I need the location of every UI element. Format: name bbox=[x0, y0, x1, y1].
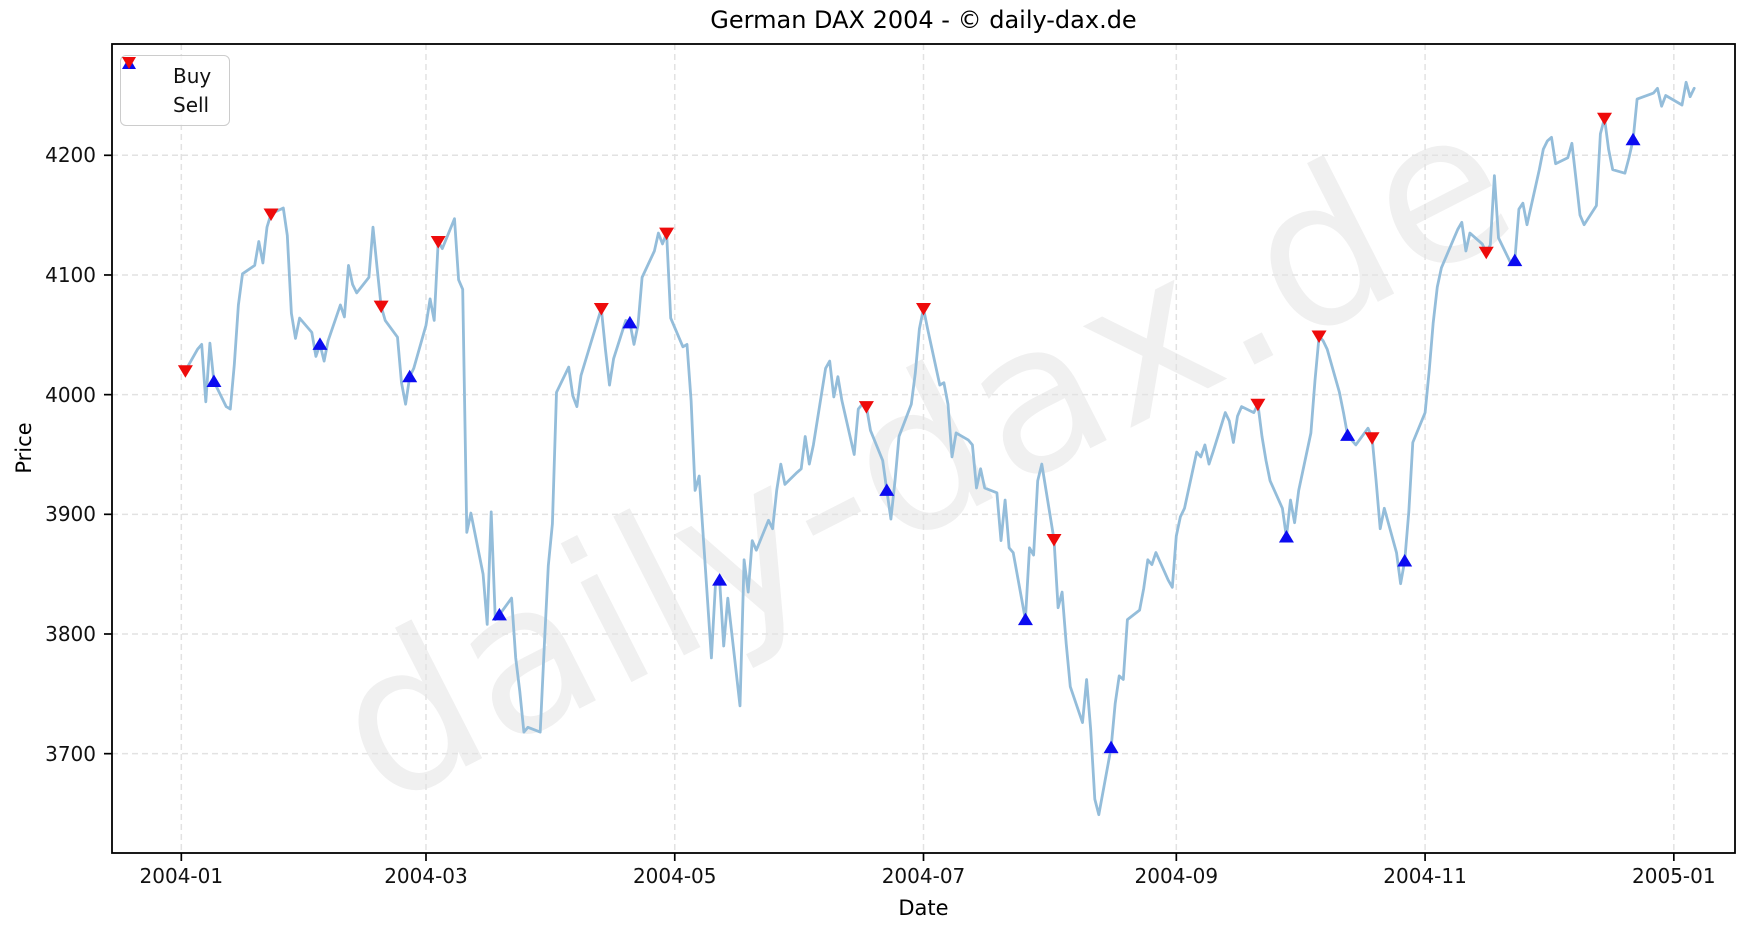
y-tick-label: 4200 bbox=[45, 143, 96, 168]
sell-marker bbox=[1597, 112, 1613, 126]
y-tick-label: 3700 bbox=[45, 741, 96, 766]
buy-marker bbox=[879, 483, 895, 496]
sell-marker bbox=[858, 401, 874, 414]
x-tick-label: 2005-01 bbox=[1632, 864, 1716, 888]
price-line bbox=[183, 80, 1696, 817]
buy-marker bbox=[1507, 253, 1523, 267]
y-axis-label: Price bbox=[12, 422, 36, 474]
sell-marker bbox=[1250, 398, 1266, 412]
y-tick-label: 3900 bbox=[45, 502, 96, 527]
chart-title: German DAX 2004 - © daily-dax.de bbox=[710, 6, 1137, 34]
x-tick-label: 2004-01 bbox=[139, 864, 224, 888]
legend-label-buy: Buy bbox=[173, 64, 212, 88]
sell-marker bbox=[1364, 432, 1380, 445]
legend-item-sell: Sell bbox=[122, 57, 211, 117]
price-line-series bbox=[183, 80, 1696, 817]
buy-marker bbox=[402, 369, 418, 383]
buy-marker bbox=[1397, 553, 1413, 567]
axis-tick-marks bbox=[104, 154, 1675, 861]
buy-marker bbox=[1017, 612, 1033, 626]
sell-marker bbox=[593, 302, 609, 316]
sell-signal-markers bbox=[177, 112, 1613, 547]
buy-signal-markers bbox=[206, 132, 1641, 754]
x-tick-label: 2004-05 bbox=[632, 864, 717, 888]
sell-marker bbox=[430, 235, 446, 249]
sell-marker bbox=[1311, 330, 1327, 344]
buy-marker bbox=[206, 374, 222, 387]
y-tick-label: 4000 bbox=[45, 382, 96, 407]
buy-marker bbox=[622, 315, 638, 329]
y-tick-label: 3800 bbox=[45, 621, 96, 646]
buy-marker bbox=[712, 573, 728, 586]
gridlines bbox=[112, 44, 1735, 853]
sell-marker bbox=[659, 227, 675, 241]
buy-marker bbox=[1625, 132, 1641, 146]
sell-marker bbox=[373, 300, 389, 314]
x-tick-label: 2004-03 bbox=[384, 864, 468, 888]
legend-item-buy: Buy bbox=[122, 57, 212, 88]
sell-marker bbox=[263, 208, 279, 221]
x-tick-label: 2004-11 bbox=[1383, 864, 1467, 888]
buy-triangle-icon bbox=[122, 57, 153, 84]
buy-marker bbox=[491, 607, 507, 621]
sell-marker bbox=[1046, 533, 1062, 547]
x-axis-label: Date bbox=[898, 896, 949, 920]
x-tick-label: 2004-09 bbox=[1134, 864, 1219, 888]
buy-marker bbox=[1103, 740, 1119, 754]
buy-marker bbox=[1340, 428, 1356, 441]
sell-marker bbox=[1478, 246, 1494, 260]
sell-marker bbox=[916, 302, 931, 316]
y-tick-label: 4100 bbox=[45, 262, 96, 287]
x-tick-label: 2004-07 bbox=[881, 864, 966, 888]
buy-marker bbox=[312, 337, 328, 350]
legend: Buy Sell bbox=[120, 55, 231, 126]
legend-label-sell: Sell bbox=[173, 93, 210, 117]
axes-border bbox=[111, 43, 1736, 854]
sell-marker bbox=[177, 365, 193, 378]
buy-marker bbox=[1278, 530, 1294, 543]
sell-triangle-icon bbox=[122, 57, 153, 113]
